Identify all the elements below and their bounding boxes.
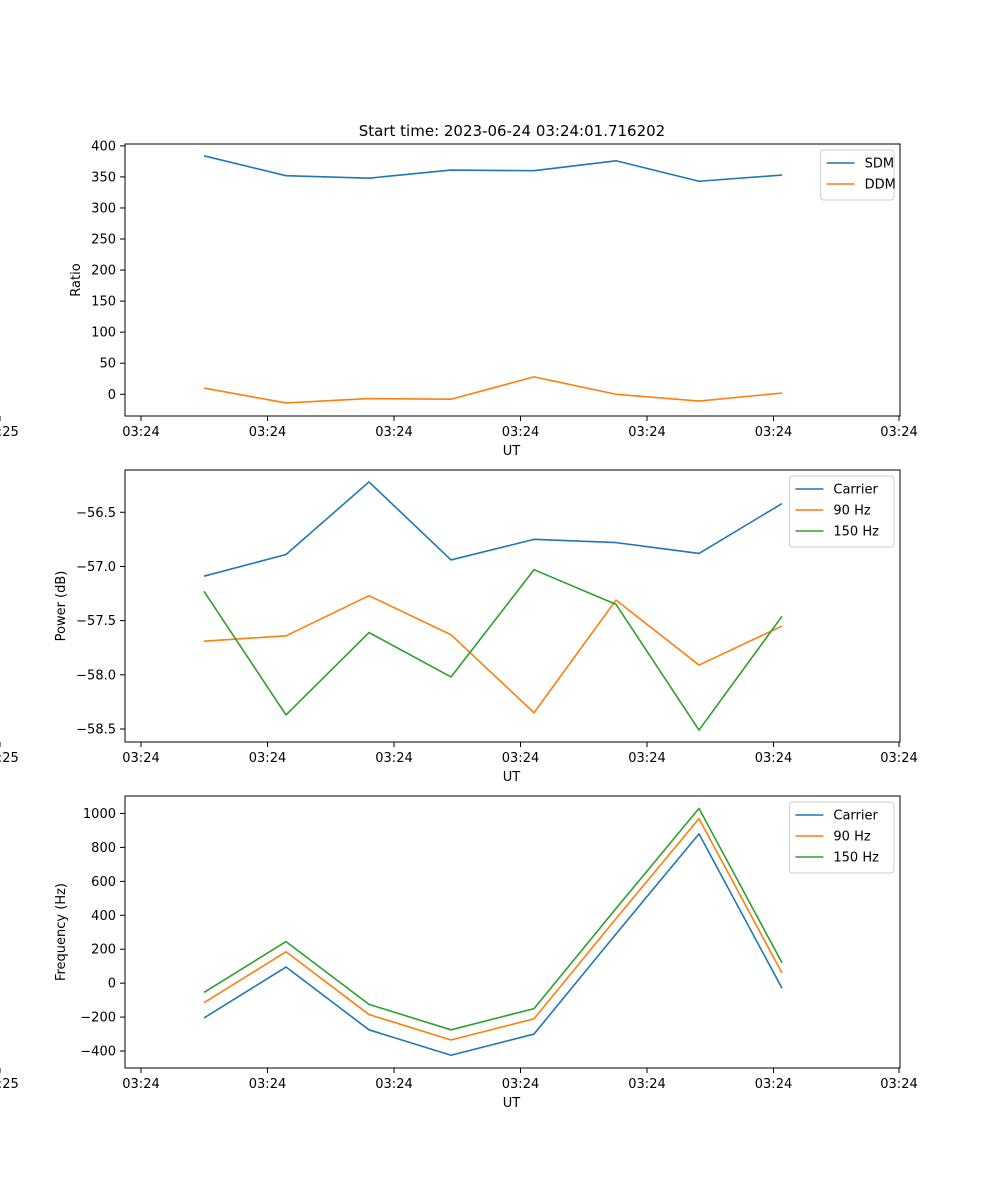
panel-2: 03:24 03:24 03:24 03:24 03:24 03:24 03:24 03:25… — [0, 469, 918, 785]
y-tick-label: 250 — [91, 233, 116, 248]
y-tick-label: 800 — [91, 841, 116, 856]
y-tick-label: −56.5 — [76, 506, 116, 521]
x-tick-label: 03:24 — [122, 1077, 159, 1092]
y-tick-label: −58.0 — [76, 668, 116, 683]
x-axis-label: UT — [503, 1096, 521, 1111]
series-line-90-hz — [203, 817, 783, 1041]
y-tick-label: 0 — [108, 977, 116, 992]
y-tick-label: 1000 — [83, 807, 116, 822]
x-tick-label: 03:24 — [375, 425, 412, 440]
legend-label: 90 Hz — [833, 504, 870, 519]
y-axis-label: Ratio — [69, 263, 84, 296]
x-tick-label: 03:24 — [880, 425, 917, 440]
y-axis-label: Frequency (Hz) — [54, 883, 69, 981]
panel-3: 03:24 03:24 03:24 03:24 03:24 03:24 03:24 03:25… — [0, 795, 918, 1111]
y-tick-label: −200 — [80, 1011, 116, 1026]
y-tick-label: 400 — [91, 909, 116, 924]
x-tick-label: 03:24 — [122, 751, 159, 766]
x-tick-label: 03:25 — [0, 751, 19, 766]
x-tick-label: 03:24 — [628, 1077, 665, 1092]
y-tick-label: 50 — [99, 357, 116, 372]
x-tick-label: 03:24 — [628, 425, 665, 440]
figure-title: Start time: 2023-06-24 03:24:01.716202 — [359, 122, 665, 140]
x-tick-label: 03:24 — [122, 425, 159, 440]
y-tick-label: −400 — [80, 1045, 116, 1060]
y-tick-label: 350 — [91, 170, 116, 185]
y-tick-label: −58.5 — [76, 722, 116, 737]
legend-box — [788, 801, 895, 874]
y-tick-label: 200 — [91, 264, 116, 279]
legend: SDM DDM — [820, 149, 896, 201]
legend-label: 150 Hz — [833, 851, 879, 866]
legend-label: DDM — [865, 178, 896, 193]
legend-label: SDM — [865, 157, 894, 172]
legend-label: 150 Hz — [833, 525, 879, 540]
x-tick-label: 03:24 — [755, 1077, 792, 1092]
y-tick-label: 600 — [91, 875, 116, 890]
series-line-sdm — [203, 155, 783, 183]
x-tick-label: 03:24 — [375, 1077, 412, 1092]
legend-box — [788, 475, 895, 548]
y-tick-label: 200 — [91, 943, 116, 958]
axes-frame — [124, 143, 901, 417]
x-tick-label: 03:24 — [375, 751, 412, 766]
series-line-90-hz — [203, 594, 783, 714]
y-tick-label: −57.5 — [76, 614, 116, 629]
x-tick-label: 03:24 — [502, 751, 539, 766]
series-line-carrier — [203, 481, 783, 577]
x-tick-label: 03:24 — [755, 425, 792, 440]
x-tick-label: 03:24 — [249, 425, 286, 440]
legend-label: Carrier — [833, 809, 878, 824]
x-tick-label: 03:24 — [502, 425, 539, 440]
x-tick-label: 03:25 — [0, 425, 19, 440]
y-tick-label: −57.0 — [76, 560, 116, 575]
x-tick-label: 03:24 — [249, 751, 286, 766]
series-line-carrier — [203, 833, 783, 1057]
y-axis-label: Power (dB) — [54, 571, 69, 642]
y-tick-label: 300 — [91, 201, 116, 216]
y-tick-label: 400 — [91, 139, 116, 154]
legend: Carrier 90 Hz 150 Hz — [788, 801, 895, 874]
legend-label: Carrier — [833, 483, 878, 498]
axes-frame — [124, 469, 901, 743]
x-tick-label: 03:24 — [628, 751, 665, 766]
x-axis-label: UT — [503, 444, 521, 459]
x-tick-label: 03:24 — [880, 751, 917, 766]
x-tick-label: 03:25 — [0, 1077, 19, 1092]
axes-frame — [124, 795, 901, 1069]
series-line-150-hz — [203, 568, 783, 731]
series-line-ddm — [203, 376, 783, 404]
y-tick-label: 0 — [108, 388, 116, 403]
legend-label: 90 Hz — [833, 830, 870, 845]
panel-1: 03:24 03:24 03:24 03:24 03:24 03:24 03:24 03:25… — [0, 139, 918, 459]
x-tick-label: 03:24 — [249, 1077, 286, 1092]
series-line-150-hz — [203, 807, 783, 1031]
x-tick-label: 03:24 — [755, 751, 792, 766]
legend: Carrier 90 Hz 150 Hz — [788, 475, 895, 548]
x-axis-label: UT — [503, 770, 521, 785]
x-tick-label: 03:24 — [502, 1077, 539, 1092]
y-tick-label: 100 — [91, 326, 116, 341]
y-tick-label: 150 — [91, 295, 116, 310]
x-tick-label: 03:24 — [880, 1077, 917, 1092]
